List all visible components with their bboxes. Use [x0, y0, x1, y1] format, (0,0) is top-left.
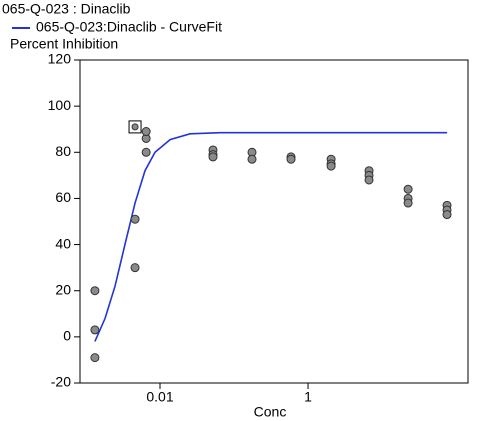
data-point [403, 198, 413, 208]
data-point [326, 161, 336, 171]
data-point [90, 325, 100, 335]
y-tick-label: 100 [48, 97, 72, 113]
excluded-box [128, 120, 142, 134]
data-point [130, 263, 140, 273]
plot-frame [79, 59, 469, 384]
legend-label: 065-Q-023:Dinaclib - CurveFit [36, 19, 222, 35]
y-tick-label: 20 [55, 281, 71, 297]
fit-curve [94, 131, 448, 342]
data-point [247, 154, 257, 164]
x-tick-label: 0.01 [146, 389, 173, 405]
y-tick-label: 80 [55, 143, 71, 159]
y-tick-label: 0 [63, 328, 71, 344]
data-point [141, 147, 151, 157]
data-point [90, 286, 100, 296]
y-axis-label: Percent Inhibition [10, 36, 118, 52]
data-point [403, 184, 413, 194]
y-tick-label: 40 [55, 235, 71, 251]
data-point [141, 127, 151, 137]
data-point [442, 210, 452, 220]
x-tick-label: 1 [304, 389, 312, 405]
chart-title: 065-Q-023 : Dinaclib [2, 1, 131, 17]
y-tick-label: -20 [51, 374, 71, 390]
data-point [208, 152, 218, 162]
data-point [364, 175, 374, 185]
excluded-point [131, 123, 139, 131]
y-tick-label: 60 [55, 189, 71, 205]
x-axis-label: Conc [254, 404, 287, 420]
data-point [130, 214, 140, 224]
y-tick-label: 120 [48, 51, 72, 67]
data-point [90, 353, 100, 363]
data-point [286, 154, 296, 164]
